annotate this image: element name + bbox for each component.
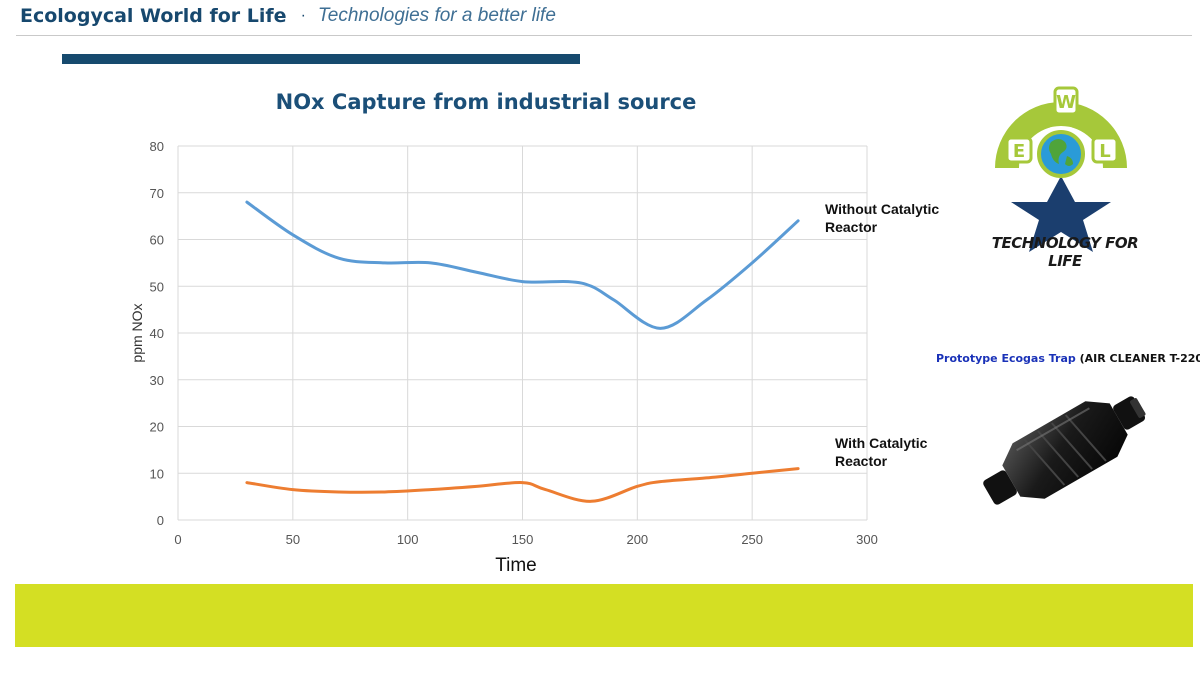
x-tick-label: 50 xyxy=(286,532,300,547)
y-tick-label: 30 xyxy=(150,373,164,388)
x-tick-label: 200 xyxy=(626,532,648,547)
y-tick-label: 70 xyxy=(150,186,164,201)
legend-without-line1: Without Catalytic xyxy=(825,201,940,217)
header-separator: · xyxy=(300,7,306,24)
x-tick-label: 250 xyxy=(741,532,763,547)
header-divider xyxy=(16,35,1192,36)
y-tick-label: 0 xyxy=(157,513,164,528)
legend-with-line2: Reactor xyxy=(835,453,888,469)
footer-band xyxy=(15,584,1193,647)
y-tick-label: 60 xyxy=(150,233,164,248)
legend-with-line1: With Catalytic xyxy=(835,435,928,451)
chart-series xyxy=(245,200,800,503)
y-tick-label: 50 xyxy=(150,279,164,294)
logo-letter-l: L xyxy=(1099,141,1110,162)
ewol-logo: W E O L xyxy=(995,86,1127,252)
product-model: (AIR CLEANER T-220) xyxy=(1079,352,1200,365)
y-tick-label: 10 xyxy=(150,466,164,481)
y-tick-label: 20 xyxy=(150,420,164,435)
product-caption: Prototype Ecogas Trap (AIR CLEANER T-220… xyxy=(936,352,1200,365)
legend-without-line2: Reactor xyxy=(825,219,878,235)
series-line-with-catalytic xyxy=(245,467,800,503)
chart-title: NOx Capture from industrial source xyxy=(275,90,697,114)
y-axis-label: ppm NOx xyxy=(129,303,145,362)
x-axis-label: Time xyxy=(495,555,537,576)
legend-with-catalytic: With Catalytic Reactor xyxy=(835,434,927,470)
air-cleaner-device-image xyxy=(983,396,1146,505)
logo-letter-e: E xyxy=(1013,141,1025,162)
logo-caption: TECHNOLOGY FOR LIFE xyxy=(991,234,1139,270)
x-tick-label: 100 xyxy=(397,532,419,547)
brand-tagline: Technologies for a better life xyxy=(317,5,556,26)
brand-name: Ecologycal World for Life xyxy=(20,5,287,27)
product-name: Prototype Ecogas Trap xyxy=(936,352,1076,365)
x-tick-label: 300 xyxy=(856,532,878,547)
x-tick-label: 150 xyxy=(512,532,534,547)
y-tick-label: 80 xyxy=(150,139,164,154)
chart-gridlines xyxy=(177,145,868,521)
nox-line-chart: 0 10 20 30 40 50 60 70 80 0 50 100 150 200 250 300 Tim… xyxy=(129,139,878,576)
legend-without-catalytic: Without Catalytic Reactor xyxy=(825,200,939,236)
y-tick-label: 40 xyxy=(150,326,164,341)
series-line-without-catalytic xyxy=(245,200,800,330)
x-axis-ticks: 0 50 100 150 200 250 300 xyxy=(174,532,877,547)
title-accent-bar xyxy=(62,54,580,64)
y-axis-ticks: 0 10 20 30 40 50 60 70 80 xyxy=(150,139,164,528)
logo-letter-w: W xyxy=(1056,92,1076,113)
page-header: Ecologycal World for Life · Technologies… xyxy=(20,2,556,30)
x-tick-label: 0 xyxy=(174,532,181,547)
